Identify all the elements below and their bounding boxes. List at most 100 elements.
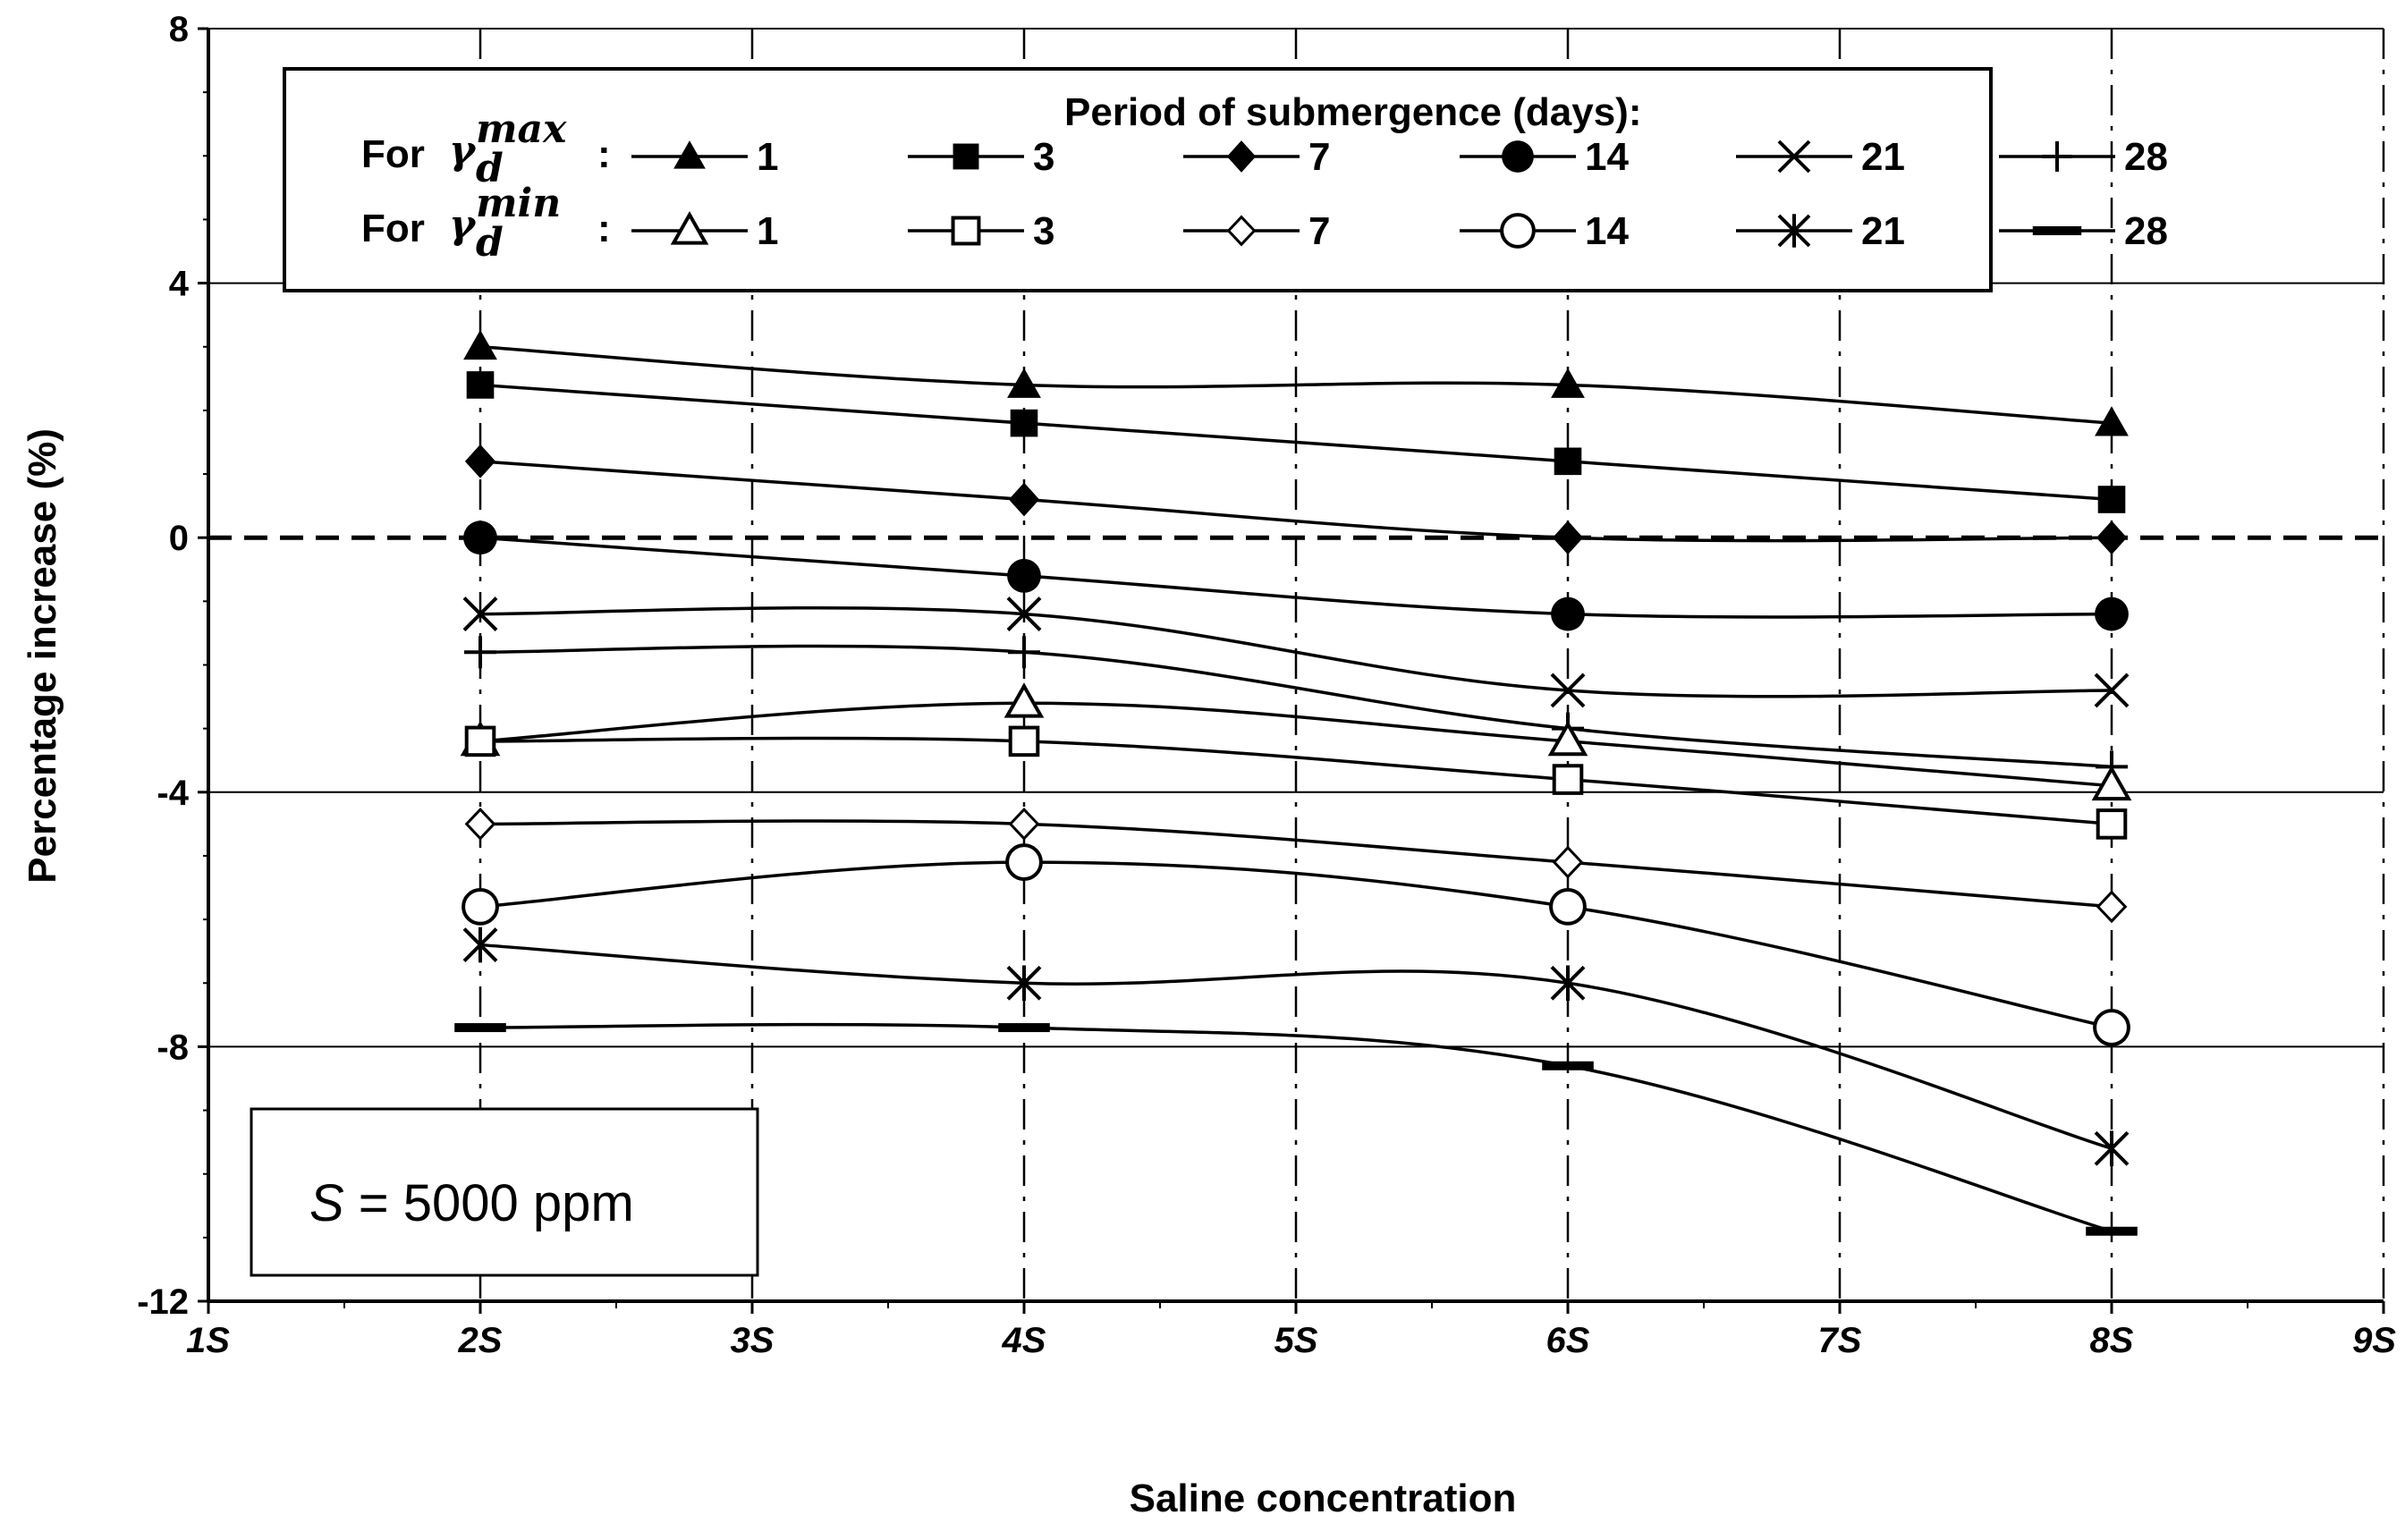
marker-shape — [1542, 1061, 1594, 1070]
marker-shape — [2093, 1009, 2130, 1046]
legend-item-label: 7 — [1308, 209, 1330, 253]
marker-shape — [1003, 682, 1045, 718]
data-point-min-14 — [2093, 1009, 2130, 1046]
marker-shape — [2096, 808, 2128, 840]
data-point-max-7 — [1552, 520, 1584, 555]
series-line-min-7 — [479, 819, 2113, 909]
marker-shape — [1007, 558, 1041, 593]
data-point-min-1 — [2091, 765, 2132, 801]
y-tick-label: 0 — [169, 519, 189, 558]
marker-shape — [1006, 597, 1042, 631]
data-point-max-21 — [462, 597, 498, 631]
x-tick-label: 5S — [1274, 1321, 1318, 1360]
legend-marker — [1226, 140, 1257, 173]
legend-marker — [2032, 226, 2082, 235]
data-point-min-21 — [2094, 1130, 2130, 1167]
marker-shape — [1008, 807, 1040, 841]
data-point-max-7 — [1008, 482, 1040, 517]
data-point-min-21 — [1550, 965, 1586, 1002]
data-point-min-14 — [1549, 887, 1587, 926]
data-point-max-7 — [2096, 520, 2128, 555]
legend-item-label: 28 — [2124, 135, 2168, 179]
marker-shape — [1226, 140, 1257, 173]
data-point-min-14 — [462, 887, 499, 926]
data-point-min-3 — [464, 725, 496, 757]
marker-shape — [1502, 140, 1534, 173]
marker-shape — [951, 216, 981, 246]
legend-marker — [670, 211, 709, 245]
marker-shape — [1551, 597, 1585, 631]
legend-marker — [951, 216, 981, 246]
marker-shape — [673, 140, 706, 169]
data-point-max-3 — [2097, 486, 2126, 513]
data-point-max-21 — [1006, 597, 1042, 631]
marker-shape — [1007, 368, 1041, 398]
marker-shape — [1008, 482, 1040, 517]
marker-shape — [2094, 673, 2130, 708]
y-tick-label: 8 — [169, 10, 189, 49]
data-point-min-7 — [2096, 890, 2128, 924]
marker-shape — [1547, 720, 1588, 757]
marker-shape — [2097, 486, 2126, 513]
marker-shape — [464, 725, 496, 757]
legend-item-label: 14 — [1585, 135, 1629, 179]
data-point-min-7 — [1552, 845, 1584, 879]
marker-shape — [2096, 890, 2128, 924]
legend-marker — [1502, 140, 1534, 173]
gamma-subscript: d — [476, 146, 504, 191]
x-tick-label: 4S — [1002, 1321, 1046, 1360]
legend-group-prefix: For — [361, 207, 425, 250]
legend-item-label: 3 — [1033, 209, 1054, 253]
data-point-max-14 — [2095, 597, 2129, 631]
legend-colon: : — [597, 207, 611, 250]
gamma-symbol: γ — [449, 128, 477, 173]
data-point-max-28 — [464, 636, 496, 669]
data-point-max-21 — [2094, 673, 2130, 708]
legend-marker — [953, 143, 979, 170]
series-line-max-21 — [479, 606, 2113, 698]
x-tick-label: 7S — [1818, 1321, 1862, 1360]
legend-marker — [2042, 141, 2072, 172]
legend-item-max-21: 21 — [1736, 135, 1905, 179]
gamma-superscript: min — [476, 181, 561, 226]
gamma-symbol: γ — [449, 202, 477, 248]
marker-shape — [454, 1023, 506, 1033]
marker-shape — [1551, 368, 1585, 398]
legend: Period of submergence (days):For γ maxd:Fo… — [283, 67, 2168, 292]
y-axis-title: Percentage increase (%) — [21, 428, 64, 884]
annotation-text: S = 5000 ppm — [309, 1174, 634, 1232]
marker-shape — [464, 444, 496, 478]
series-line-min-14 — [479, 860, 2113, 1029]
marker-shape — [463, 520, 497, 555]
legend-item-min-28: 28 — [1999, 209, 2168, 253]
marker-shape — [2091, 765, 2132, 801]
data-point-min-7 — [464, 807, 496, 841]
x-tick-label: 8S — [2090, 1321, 2134, 1360]
data-point-max-1 — [1551, 368, 1585, 398]
marker-shape — [953, 143, 979, 170]
data-point-max-1 — [463, 329, 497, 360]
data-point-max-1 — [2095, 406, 2129, 436]
annotation-value: = 5000 ppm — [344, 1174, 634, 1232]
data-point-min-28 — [998, 1023, 1050, 1033]
data-point-max-3 — [1554, 447, 1582, 476]
series-line-min-21 — [479, 943, 2113, 1150]
legend-colon: : — [597, 132, 611, 176]
x-tick-label: 9S — [2352, 1321, 2396, 1360]
legend-title: Period of submergence (days): — [1064, 90, 1641, 134]
series-line-max-1 — [479, 345, 2113, 425]
legend-item-min-21: 21 — [1736, 209, 1905, 253]
legend-group-prefix: For — [361, 132, 425, 176]
legend-item-max-3: 3 — [908, 135, 1054, 179]
marker-shape — [463, 329, 497, 360]
marker-shape — [2086, 1226, 2138, 1236]
legend-item-label: 28 — [2124, 209, 2168, 253]
marker-shape — [462, 597, 498, 631]
series-layer — [454, 329, 2138, 1236]
data-point-min-1 — [1003, 682, 1045, 718]
data-point-min-7 — [1008, 807, 1040, 841]
marker-shape — [2032, 226, 2082, 235]
marker-shape — [1226, 215, 1257, 247]
legend-marker — [1777, 140, 1811, 173]
